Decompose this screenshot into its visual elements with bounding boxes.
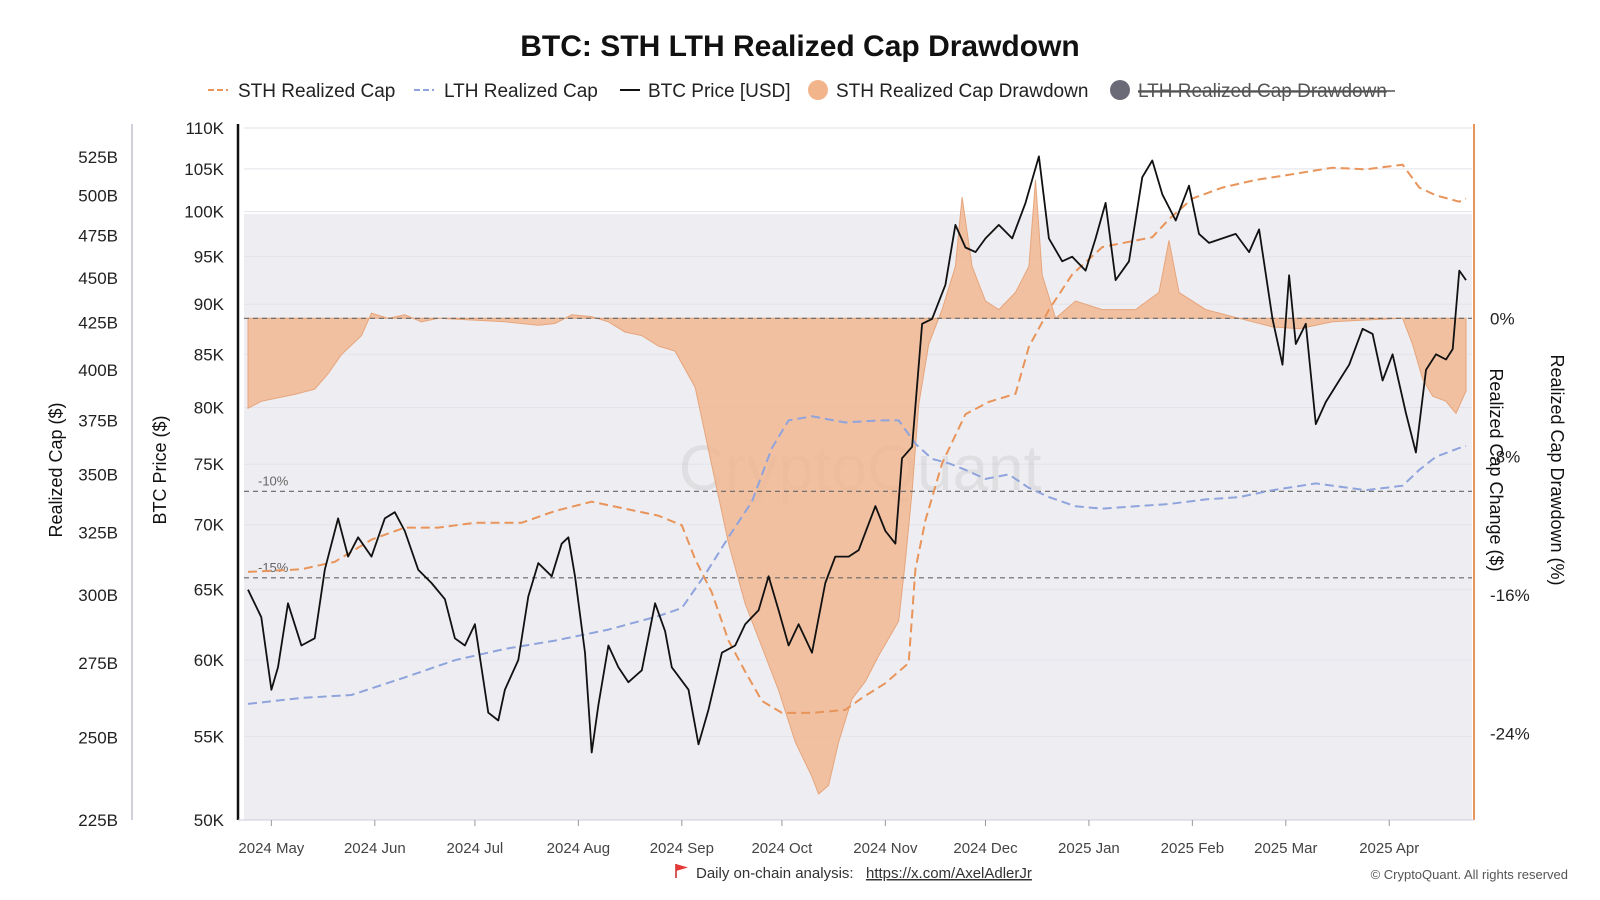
legend-item-sth-drawdown[interactable]: STH Realized Cap Drawdown (808, 80, 1088, 102)
realized-cap-tick-label: 475B (78, 227, 118, 246)
legend-item-lth-realized-cap[interactable]: LTH Realized Cap (414, 81, 598, 102)
legend-item-lth-drawdown[interactable]: LTH Realized Cap Drawdown (1110, 80, 1395, 102)
x-tick-label: 2024 Nov (853, 840, 918, 857)
legend-item-btc-price[interactable]: BTC Price [USD] (620, 81, 791, 102)
drawdown-tick-label: -24% (1490, 725, 1530, 744)
flag-icon (675, 864, 688, 878)
price-tick-label: 110K (186, 119, 225, 138)
x-tick-label: 2024 May (238, 840, 304, 857)
x-tick-label: 2025 Apr (1359, 840, 1419, 857)
legend-swatch-sth-drawdown (808, 80, 828, 100)
price-tick-label: 75K (194, 455, 225, 474)
x-tick-label: 2024 Jul (447, 840, 504, 857)
drawdown-tick-label: -8% (1490, 448, 1520, 467)
price-tick-label: 60K (194, 651, 225, 670)
copyright: © CryptoQuant. All rights reserved (1371, 867, 1568, 882)
x-tick-label: 2024 Aug (547, 840, 610, 857)
legend-label-sth: STH Realized Cap (238, 81, 395, 102)
chart-title: BTC: STH LTH Realized Cap Drawdown (520, 30, 1079, 63)
realized-cap-tick-label: 525B (78, 148, 118, 167)
x-axis-ticks: 2024 May 2024 Jun 2024 Jul 2024 Aug 2024 Sep… (238, 820, 1419, 857)
drawdown-change-axis-title: Realized Cap Change ($) (1486, 368, 1506, 571)
realized-cap-tick-label: 500B (78, 186, 118, 205)
price-tick-label: 100K (184, 203, 224, 222)
sth-drawdown-area (247, 179, 1467, 795)
price-tick-label: 65K (194, 581, 225, 600)
realized-cap-tick-label: 275B (78, 654, 118, 673)
legend-item-sth-realized-cap[interactable]: STH Realized Cap (208, 81, 395, 102)
footer: Daily on-chain analysis: https://x.com/A… (675, 864, 1568, 882)
btc-price-line (247, 155, 1467, 754)
x-tick-label: 2024 Dec (953, 840, 1018, 857)
legend-label-sth-drawdown: STH Realized Cap Drawdown (836, 81, 1088, 102)
drawdown-ticks: 0% -8% -16% -24% (1490, 309, 1530, 743)
legend-label-price: BTC Price [USD] (648, 81, 791, 102)
x-tick-label: 2025 Jan (1058, 840, 1120, 857)
realized-cap-tick-label: 225B (78, 811, 118, 830)
realized-cap-tick-label: 375B (78, 411, 118, 430)
reference-line-label: -10% (258, 473, 289, 488)
drawdown-tick-label: -16% (1490, 586, 1530, 605)
reference-line-label: -15% (258, 560, 289, 575)
price-tick-label: 95K (194, 248, 225, 267)
realized-cap-ticks: 225B 250B 275B 300B 325B 350B 375B 400B 425B 450B… (78, 148, 118, 830)
x-tick-label: 2024 Oct (751, 840, 813, 857)
price-tick-label: 90K (194, 295, 225, 314)
realized-cap-tick-label: 325B (78, 523, 118, 542)
x-tick-label: 2025 Feb (1161, 840, 1224, 857)
drawdown-axis-title: Realized Cap Drawdown (%) (1547, 354, 1567, 585)
price-tick-label: 105K (184, 160, 224, 179)
legend-swatch-lth-drawdown (1110, 80, 1130, 100)
price-axis-title: BTC Price ($) (150, 415, 170, 524)
x-tick-label: 2024 Jun (344, 840, 406, 857)
realized-cap-tick-label: 250B (78, 729, 118, 748)
price-tick-label: 70K (194, 516, 225, 535)
lth-realized-cap-line (247, 415, 1467, 705)
legend-label-lth: LTH Realized Cap (444, 81, 598, 102)
x-tick-label: 2024 Sep (650, 840, 714, 857)
realized-cap-tick-label: 450B (78, 269, 118, 288)
realized-cap-tick-label: 350B (78, 465, 118, 484)
realized-cap-tick-label: 400B (78, 361, 118, 380)
drawdown-tick-label: 0% (1490, 309, 1515, 328)
footer-text: Daily on-chain analysis: (696, 865, 854, 882)
footer-link[interactable]: https://x.com/AxelAdlerJr (866, 865, 1032, 882)
x-tick-label: 2025 Mar (1254, 840, 1317, 857)
price-ticks: 50K 55K 60K 65K 70K 75K 80K 85K 90K 95K 100K 105K 11… (184, 119, 224, 830)
price-tick-label: 85K (194, 345, 225, 364)
price-tick-label: 80K (194, 398, 225, 417)
price-tick-label: 55K (194, 727, 225, 746)
price-tick-label: 50K (194, 811, 225, 830)
realized-cap-axis-title: Realized Cap ($) (46, 402, 66, 537)
legend: STH Realized Cap LTH Realized Cap BTC Pr… (208, 80, 1395, 102)
realized-cap-tick-label: 425B (78, 314, 118, 333)
realized-cap-tick-label: 300B (78, 586, 118, 605)
